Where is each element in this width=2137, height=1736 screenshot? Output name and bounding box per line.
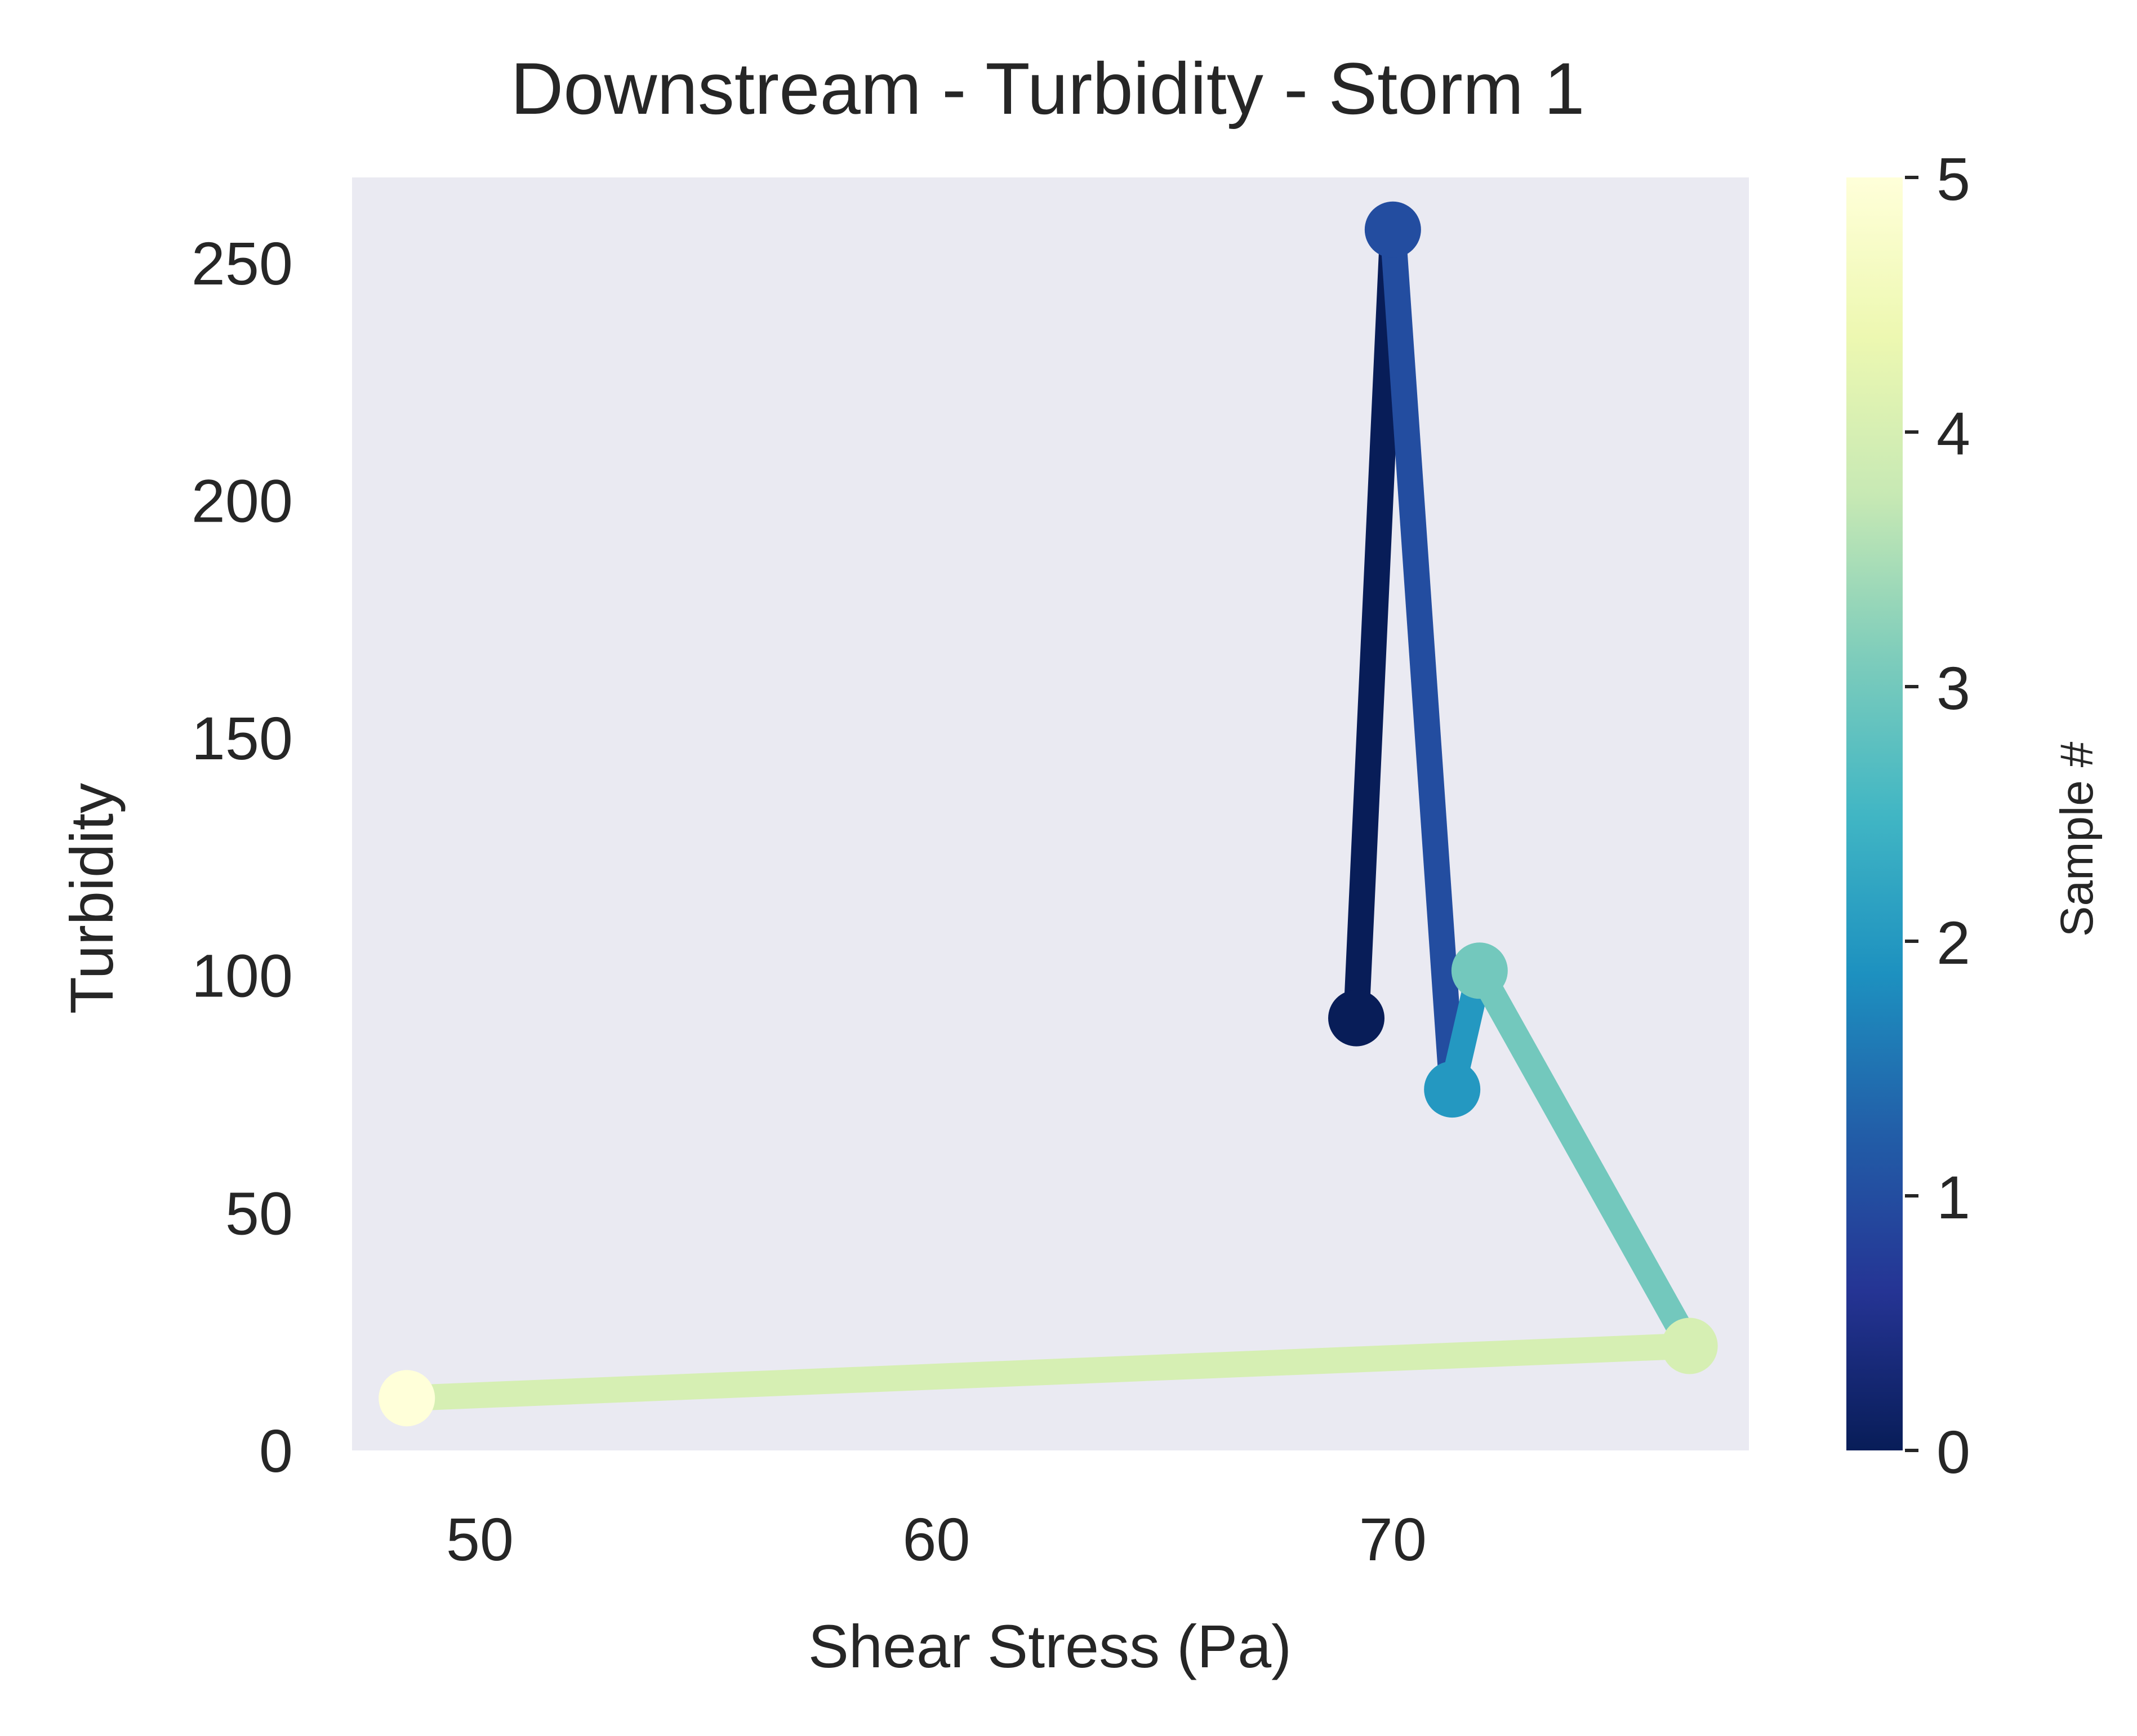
data-point-1: [1364, 201, 1421, 258]
data-point-4: [1661, 1317, 1718, 1374]
colorbar: [1846, 177, 1903, 1450]
x-axis-label: Shear Stress (Pa): [808, 1612, 1292, 1680]
chart-title: Downstream - Turbidity - Storm 1: [510, 47, 1584, 130]
colorbar-tick-label: 1: [1936, 1163, 1970, 1231]
data-point-0: [1328, 990, 1385, 1047]
y-tick-label: 150: [192, 704, 293, 772]
colorbar-ticks: 0 1 2 3 4 5: [1905, 145, 1970, 1486]
y-tick-label: 50: [225, 1179, 293, 1247]
series-line-segments: [406, 229, 1701, 1412]
data-point-3: [1451, 942, 1508, 999]
y-tick-label: 200: [192, 466, 293, 535]
data-point-2: [1424, 1061, 1481, 1118]
y-tick-label: 100: [192, 942, 293, 1010]
y-tick-label: 250: [192, 229, 293, 297]
colorbar-label: Sample #: [2051, 741, 2103, 937]
y-tick-label: 0: [259, 1417, 293, 1485]
series-segment-0: [1343, 229, 1406, 1019]
plot-area: [352, 177, 1749, 1450]
series-segment-3: [1468, 964, 1701, 1352]
series-markers: [379, 201, 1718, 1427]
x-tick-label: 70: [1359, 1505, 1427, 1573]
colorbar-tick-label: 5: [1936, 145, 1970, 213]
data-point-5: [379, 1370, 435, 1427]
x-axis-ticks: 50 60 70: [446, 1505, 1427, 1573]
series-segment-4: [406, 1333, 1690, 1412]
colorbar-tick-label: 0: [1936, 1418, 1970, 1486]
series-segment-1: [1379, 229, 1466, 1090]
colorbar-tick-label: 4: [1936, 399, 1970, 468]
colorbar-tick-label: 3: [1936, 654, 1970, 722]
x-tick-label: 50: [446, 1505, 514, 1573]
x-tick-label: 60: [902, 1505, 970, 1573]
colorbar-tick-label: 2: [1936, 909, 1970, 977]
y-axis-ticks: 0 50 100 150 200 250: [192, 229, 293, 1485]
y-axis-label: Turbidity: [57, 783, 126, 1014]
